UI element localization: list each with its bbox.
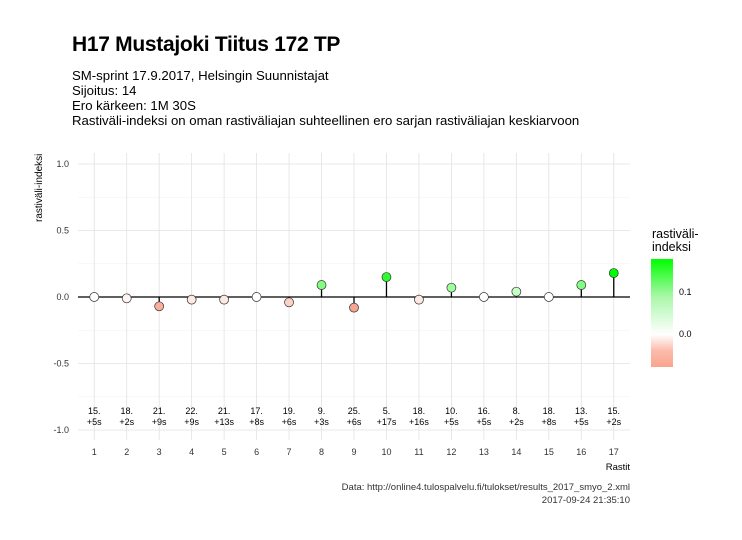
diff-label: +6s: [347, 417, 362, 427]
diff-label: +5s: [574, 417, 589, 427]
rank-label: 18.: [543, 406, 556, 416]
diff-label: +2s: [509, 417, 524, 427]
rank-label: 21.: [153, 406, 166, 416]
diff-label: +16s: [409, 417, 429, 427]
x-tick-label: 10: [381, 447, 391, 457]
rank-label: 16.: [478, 406, 491, 416]
data-point: [543, 292, 554, 302]
rank-label: 17.: [250, 406, 263, 416]
caption-source: Data: http://online4.tulospalvelu.fi/tul…: [341, 482, 630, 493]
x-tick-label: 8: [319, 447, 324, 457]
chart-subtitle: SM-sprint 17.9.2017, Helsingin Suunnista…: [72, 68, 579, 128]
diff-label: +13s: [214, 417, 234, 427]
data-point: [251, 292, 262, 302]
diff-label: +9s: [184, 417, 199, 427]
data-point: [186, 294, 197, 305]
diff-label: +8s: [249, 417, 264, 427]
data-point: [446, 282, 457, 293]
diff-label: +5s: [476, 417, 491, 427]
data-point: [608, 268, 619, 278]
y-tick-label: 0.0: [56, 292, 69, 302]
rank-label: 22.: [185, 406, 198, 416]
x-tick-label: 2: [124, 447, 129, 457]
data-point: [89, 292, 100, 302]
x-tick-label: 14: [511, 447, 521, 457]
diff-label: +3s: [314, 417, 329, 427]
y-tick-label: 1.0: [56, 159, 69, 169]
x-tick-label: 13: [479, 447, 489, 457]
y-tick-label: -0.5: [53, 359, 69, 369]
legend-title: rastiväli- indeksi: [652, 227, 699, 254]
rank-label: 21.: [218, 406, 231, 416]
diff-label: +2s: [606, 417, 621, 427]
subtitle-line-competition: SM-sprint 17.9.2017, Helsingin Suunnista…: [72, 68, 329, 83]
subtitle-line-description: Rastiväli-indeksi on oman rastiväliajan …: [72, 113, 580, 128]
legend-tick-zero: 0.0: [679, 329, 692, 339]
rank-label: 25.: [348, 406, 361, 416]
diff-label: +2s: [119, 417, 134, 427]
data-point: [219, 294, 229, 305]
caption-timestamp: 2017-09-24 21:35:10: [541, 495, 630, 506]
x-tick-label: 4: [189, 447, 194, 457]
x-tick-label: 16: [576, 447, 586, 457]
diff-label: +5s: [87, 417, 102, 427]
diff-label: +6s: [282, 417, 297, 427]
y-tick-label: -1.0: [53, 425, 69, 435]
x-tick-label: 12: [446, 447, 456, 457]
rank-label: 15.: [88, 406, 101, 416]
x-axis-label: Rastit: [606, 462, 631, 473]
x-tick-label: 6: [254, 447, 259, 457]
data-point: [479, 292, 489, 302]
subtitle-line-rank: Sijoitus: 14: [72, 83, 137, 98]
legend-tick-high: 0.1: [679, 287, 692, 297]
diff-label: +5s: [444, 417, 459, 427]
y-tick-label: 0.5: [56, 226, 69, 236]
chart-title: H17 Mustajoki Tiitus 172 TP: [72, 33, 341, 56]
rank-label: 5.: [383, 406, 391, 416]
data-point: [381, 272, 392, 282]
rank-label: 9.: [318, 406, 326, 416]
rank-label: 18.: [413, 406, 426, 416]
data-point: [349, 302, 359, 313]
x-tick-label: 17: [609, 447, 619, 457]
rank-label: 10.: [445, 406, 458, 416]
data-point: [316, 280, 327, 290]
x-tick-label: 9: [351, 447, 356, 457]
data-source-caption: Data: http://online4.tulospalvelu.fi/tul…: [342, 481, 630, 507]
data-point: [284, 297, 294, 308]
x-tick-label: 3: [157, 447, 162, 457]
rank-label: 18.: [120, 406, 133, 416]
x-tick-label: 1: [92, 447, 97, 457]
x-tick-label: 15: [544, 447, 554, 457]
x-tick-label: 7: [287, 447, 292, 457]
legend-colorbar: [651, 259, 673, 367]
data-point: [121, 293, 132, 304]
rank-label: 15.: [608, 406, 621, 416]
diff-label: +9s: [152, 417, 167, 427]
subtitle-line-gap: Ero kärkeen: 1M 30S: [72, 98, 196, 113]
data-point: [576, 280, 587, 290]
x-tick-label: 11: [414, 447, 423, 457]
rank-label: 19.: [283, 406, 296, 416]
rank-label: 13.: [575, 406, 588, 416]
data-point: [414, 294, 424, 305]
data-point: [511, 286, 522, 297]
data-point: [154, 301, 165, 312]
diff-label: +17s: [377, 417, 397, 427]
x-tick-label: 5: [222, 447, 227, 457]
diff-label: +8s: [541, 417, 556, 427]
rank-label: 8.: [513, 406, 521, 416]
